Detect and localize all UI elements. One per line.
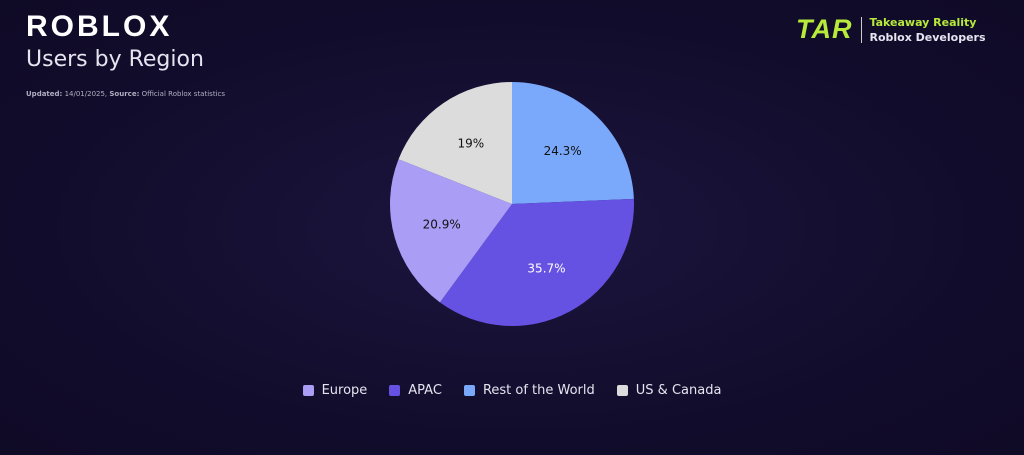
legend-swatch xyxy=(389,385,401,396)
legend-label: Rest of the World xyxy=(482,383,595,398)
legend-label: Europe xyxy=(321,383,368,398)
divider xyxy=(860,16,862,43)
brand-line2: Roblox Developers xyxy=(869,30,986,44)
legend: Europe APAC Rest of the World US & Canada xyxy=(0,383,1024,398)
legend-item: Rest of the World xyxy=(463,383,595,398)
legend-swatch xyxy=(463,385,475,396)
legend-swatch xyxy=(616,385,628,396)
brand-line1: Takeaway Reality xyxy=(869,15,977,29)
data-label: 24.3% xyxy=(544,144,582,158)
legend-item: US & Canada xyxy=(616,383,722,398)
legend-label: APAC xyxy=(408,383,442,398)
page-title: Users by Region xyxy=(26,47,204,72)
pie-slice-europe xyxy=(389,159,512,303)
roblox-logo: ROBLOX xyxy=(26,10,173,43)
legend-item: APAC xyxy=(389,383,442,398)
legend-label: US & Canada xyxy=(635,383,722,398)
data-label: 20.9% xyxy=(423,217,461,231)
pie-slice-rest-of-the-world xyxy=(512,82,634,204)
data-label: 19% xyxy=(457,136,484,150)
source-note: Updated: 14/01/2025, Source: Official Ro… xyxy=(26,90,225,98)
brand-logo: TAR Takeaway Reality Roblox Developers xyxy=(796,14,986,45)
data-label: 35.7% xyxy=(527,262,565,276)
pie-slice-apac xyxy=(439,198,634,326)
tar-logo: TAR xyxy=(796,14,853,44)
legend-item: Europe xyxy=(302,383,368,398)
pie-slice-us-canada xyxy=(398,82,512,204)
legend-swatch xyxy=(302,385,314,396)
